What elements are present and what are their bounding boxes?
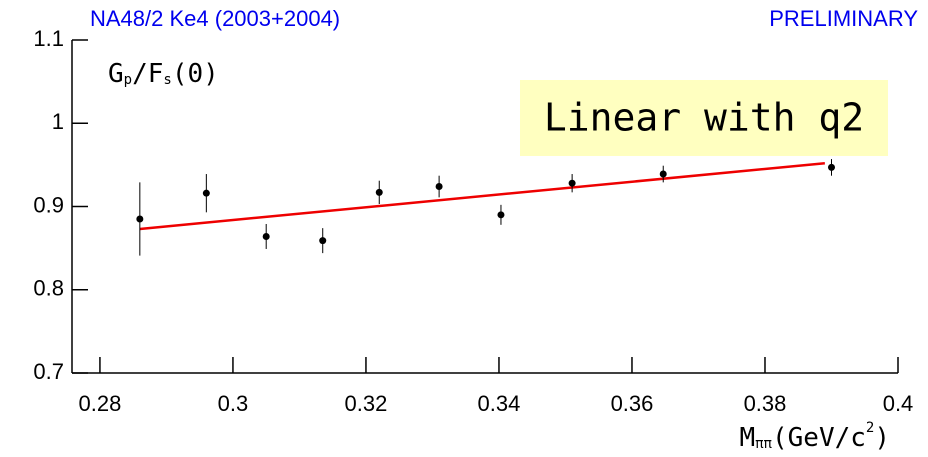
y-axis-label: Gp/Fs(0) xyxy=(108,59,219,89)
data-point xyxy=(319,237,327,245)
x-tick-label: 0.4 xyxy=(883,391,914,416)
x-tick-label: 0.3 xyxy=(218,391,249,416)
x-label-part: M xyxy=(739,423,755,453)
x-tick-label: 0.28 xyxy=(79,391,122,416)
y-tick-label: 0.9 xyxy=(33,192,64,217)
x-label-part: (GeV/c xyxy=(772,423,866,453)
x-label-sub: ππ xyxy=(755,436,772,452)
fit-line xyxy=(139,161,825,231)
data-point xyxy=(568,179,576,187)
y-tick-label: 0.8 xyxy=(33,276,64,301)
y-tick-label: 0.7 xyxy=(33,359,64,384)
data-point xyxy=(136,215,144,223)
data-point xyxy=(827,163,835,171)
chart-subtitle: PRELIMINARY xyxy=(769,6,918,31)
data-point xyxy=(497,211,505,219)
y-label-sub: s xyxy=(163,72,171,88)
y-label-part: /F xyxy=(132,59,163,89)
data-point xyxy=(659,170,667,178)
x-tick-label: 0.34 xyxy=(478,391,521,416)
chart-title: NA48/2 Ke4 (2003+2004) xyxy=(90,6,340,31)
data-point xyxy=(262,232,270,240)
x-label-part: ) xyxy=(874,423,890,453)
y-label-sub: p xyxy=(124,72,132,88)
data-point xyxy=(435,183,443,191)
y-label-part: (0) xyxy=(172,59,219,89)
annotation: Linear with q2 xyxy=(544,96,864,140)
y-tick-label: 1.1 xyxy=(33,26,64,51)
y-label-part: G xyxy=(108,59,124,89)
y-tick-label: 1 xyxy=(52,109,64,134)
x-axis-label: Mππ(GeV/c2) xyxy=(739,420,890,453)
x-tick-label: 0.36 xyxy=(611,391,654,416)
x-tick-label: 0.32 xyxy=(345,391,388,416)
x-tick-label: 0.38 xyxy=(744,391,787,416)
x-label-sup: 2 xyxy=(866,420,874,436)
annotation-box xyxy=(520,80,888,156)
data-point xyxy=(202,189,210,197)
data-point xyxy=(375,188,383,196)
